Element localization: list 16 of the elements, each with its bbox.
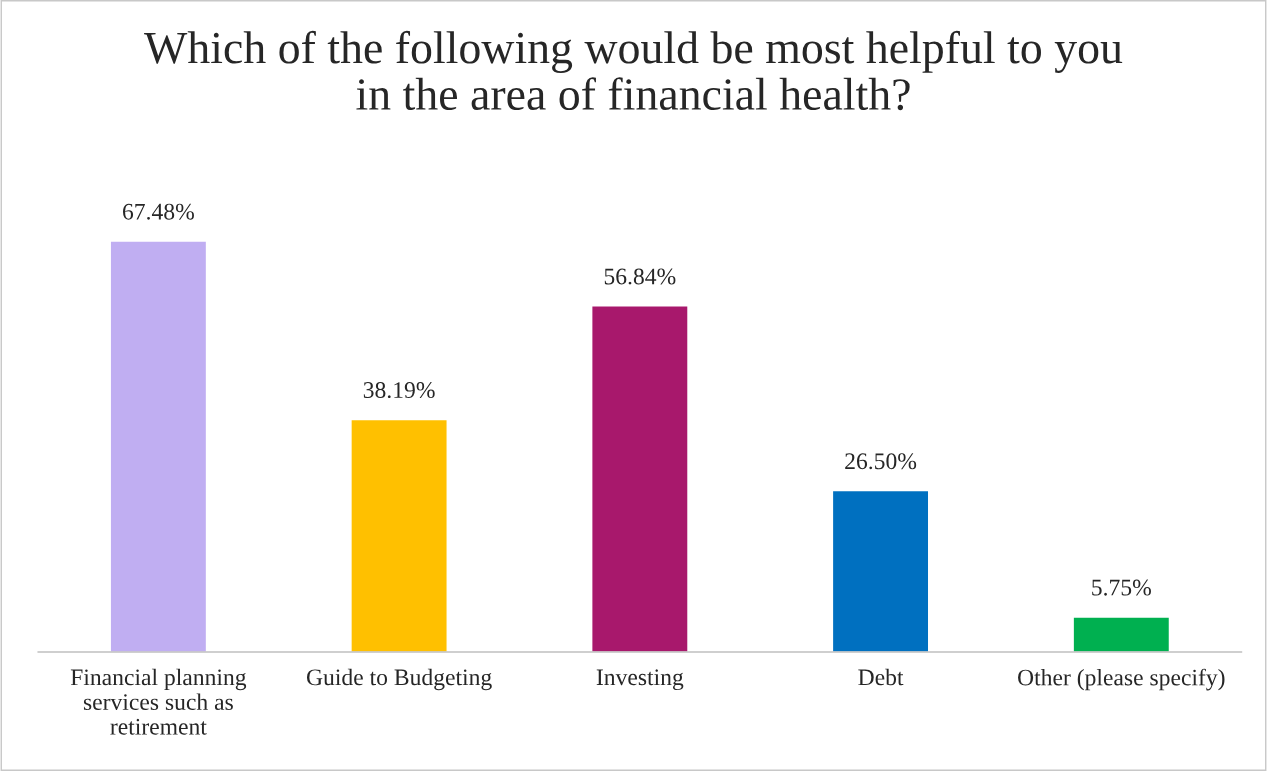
data-label: 26.50% xyxy=(845,453,917,470)
x-tick-label: Debt xyxy=(858,668,904,686)
chart-title: Which of the following would be most helpful to you in the area of financial health? xyxy=(144,30,1123,111)
data-label: 38.19% xyxy=(363,382,435,399)
x-tick-label: Financial planning services such as retirement xyxy=(70,668,247,735)
data-label: 56.84% xyxy=(604,268,676,285)
bar xyxy=(590,305,689,652)
data-label: 67.48% xyxy=(122,203,194,220)
x-tick-label: Guide to Budgeting xyxy=(306,668,492,691)
x-tick-label: Investing xyxy=(596,669,684,691)
bar xyxy=(1072,616,1171,652)
data-label: 5.75% xyxy=(1092,579,1151,596)
bar xyxy=(350,418,448,652)
bar xyxy=(831,489,930,652)
bar xyxy=(109,240,208,652)
x-tick-label: Other (please specify) xyxy=(1018,668,1225,691)
